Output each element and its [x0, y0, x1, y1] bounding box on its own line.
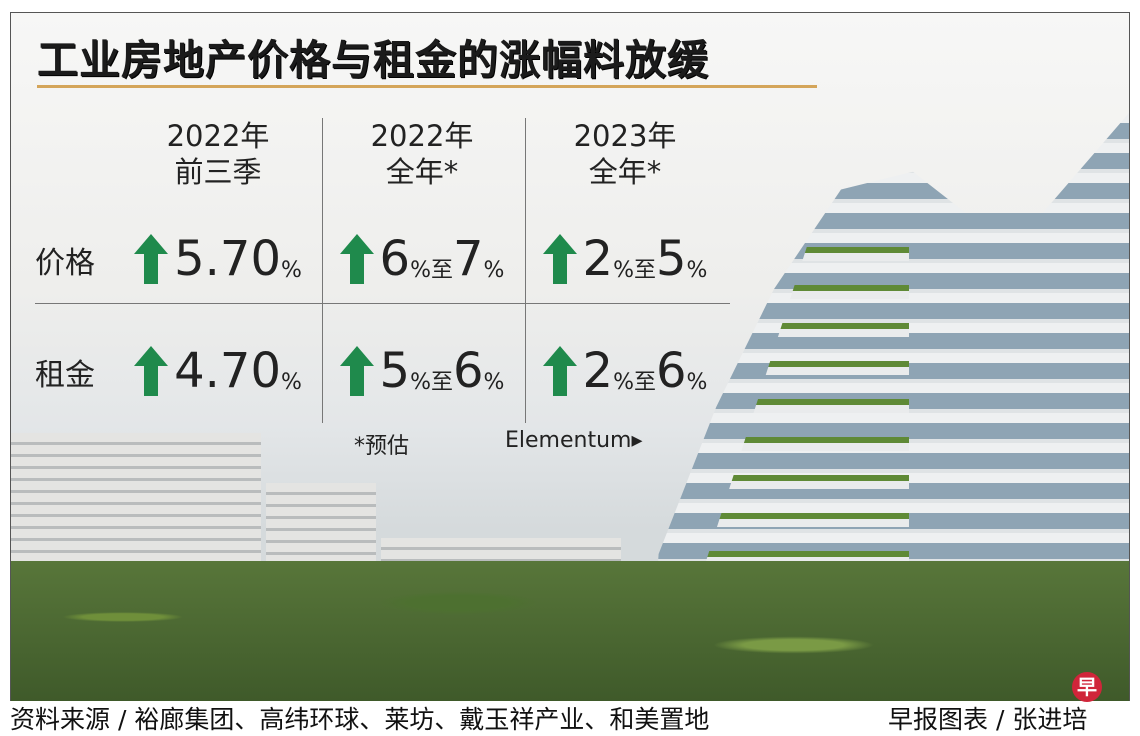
unit: % [483, 370, 505, 395]
table-cell: 4.70% [118, 340, 318, 396]
range-separator: 至 [633, 370, 656, 395]
column-header: 2023年 全年* [525, 118, 725, 190]
unit: % [483, 258, 505, 283]
table-cell: 5% 至 6% [322, 340, 522, 396]
row-label: 价格 [35, 246, 95, 281]
value-low: 5 [379, 343, 411, 399]
value-low: 5.70 [174, 231, 281, 287]
up-arrow-icon [339, 346, 374, 396]
row-label: 租金 [35, 358, 95, 393]
table-cell: 5.70% [118, 228, 318, 284]
up-arrow-icon [542, 346, 577, 396]
value-high: 6 [656, 343, 687, 399]
title-underline [37, 85, 817, 88]
column-header-period: 前三季 [174, 155, 262, 189]
value-high: 6 [453, 343, 484, 399]
column-header: 2022年 前三季 [118, 118, 318, 190]
value-high: 7 [453, 231, 484, 287]
table-cell: 6% 至 7% [322, 228, 522, 284]
unit: % [280, 370, 302, 395]
unit: % [686, 258, 708, 283]
unit: % [410, 258, 431, 283]
column-header-year: 2022年 [370, 119, 474, 153]
photo-caption: Elementum▸ [505, 428, 643, 453]
unit: % [686, 370, 708, 395]
unit: % [613, 370, 634, 395]
column-header-period: 全年* [385, 155, 459, 189]
background-photo [11, 13, 1129, 701]
table-cell: 2% 至 6% [525, 340, 725, 396]
greenery [11, 561, 1129, 701]
value-low: 6 [379, 231, 411, 287]
unit: % [613, 258, 634, 283]
table-cell: 2% 至 5% [525, 228, 725, 284]
column-header: 2022年 全年* [322, 118, 522, 190]
footnote: *预估 [354, 434, 410, 459]
value-low: 2 [582, 231, 614, 287]
page-title: 工业房地产价格与租金的涨幅料放缓 [37, 36, 709, 84]
up-arrow-icon [134, 346, 169, 396]
up-arrow-icon [542, 234, 577, 284]
row-divider [35, 303, 730, 304]
column-header-year: 2023年 [573, 119, 677, 153]
column-header-year: 2022年 [166, 119, 270, 153]
zaobao-logo: 早 [1072, 672, 1102, 702]
infographic-frame [10, 12, 1130, 701]
value-low: 4.70 [174, 343, 281, 399]
range-separator: 至 [430, 370, 453, 395]
value-high: 5 [656, 231, 687, 287]
column-header-period: 全年* [588, 155, 662, 189]
credit-text: 早报图表 / 张进培 [888, 705, 1088, 734]
source-text: 资料来源 / 裕廊集团、高纬环球、莱坊、戴玉祥产业、和美置地 [10, 705, 710, 734]
column-divider [322, 118, 323, 423]
up-arrow-icon [134, 234, 169, 284]
up-arrow-icon [339, 234, 374, 284]
unit: % [410, 370, 431, 395]
range-separator: 至 [430, 258, 453, 283]
range-separator: 至 [633, 258, 656, 283]
unit: % [280, 258, 302, 283]
value-low: 2 [582, 343, 614, 399]
column-divider [525, 118, 526, 423]
